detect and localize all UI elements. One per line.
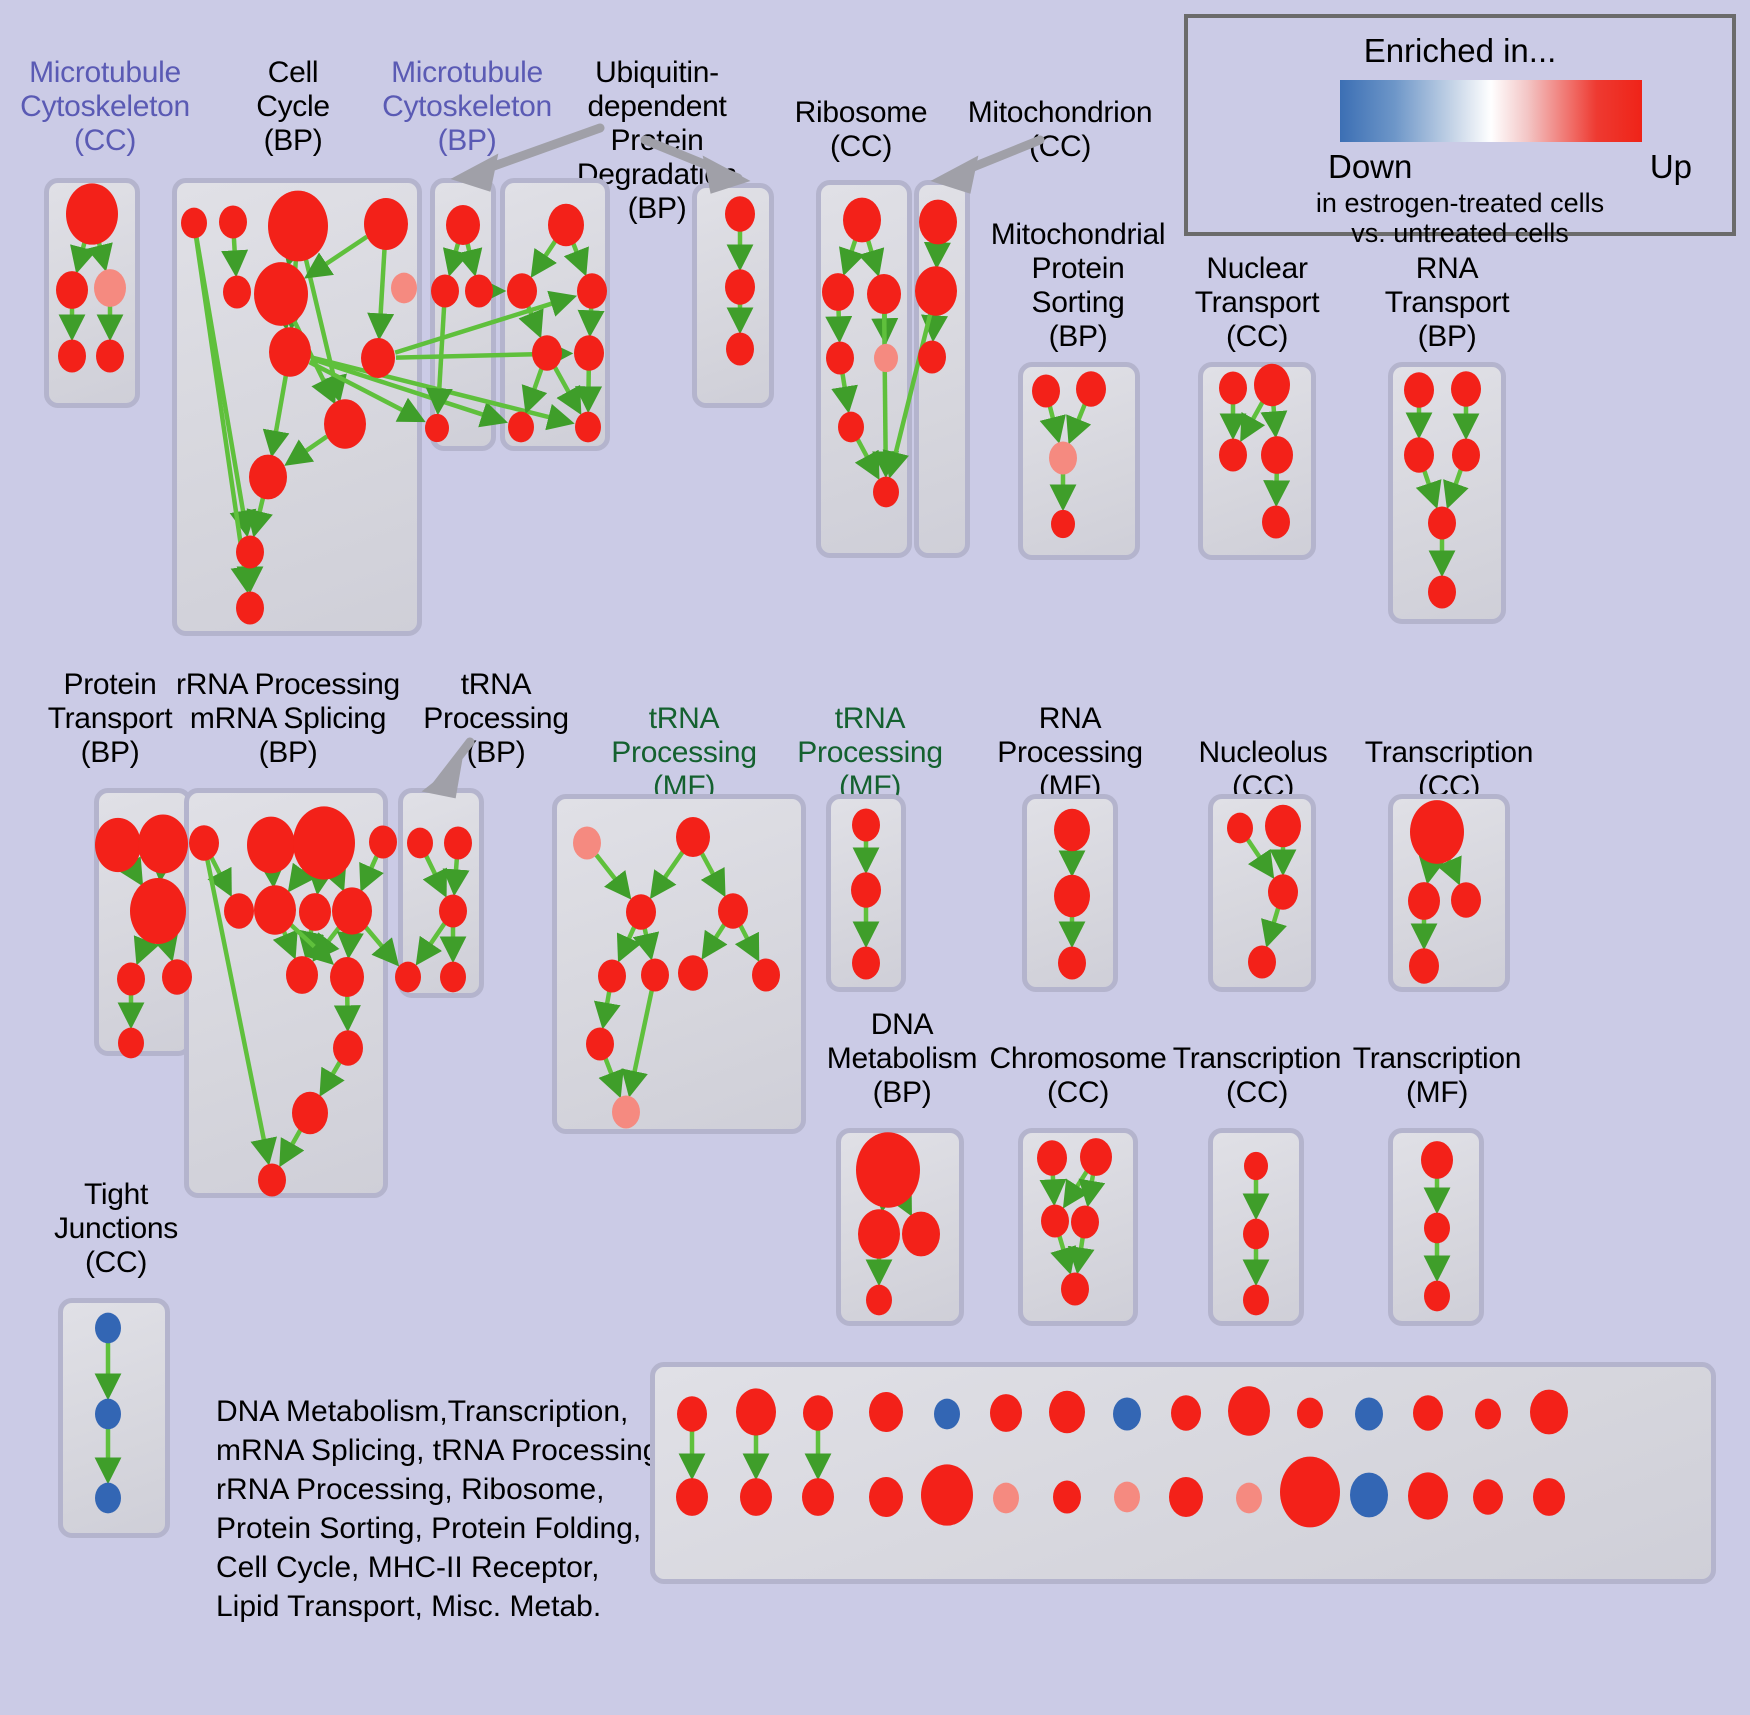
cluster-label-trna-processing-bp: tRNA Processing (BP) — [423, 668, 569, 769]
panel-transcription-mf[interactable] — [1388, 1128, 1484, 1326]
cluster-label-chromosome-cc: Chromosome (CC) — [989, 1042, 1167, 1109]
panel-dna-metabolism-bp[interactable] — [836, 1128, 964, 1326]
panel-trna-processing-mf-1[interactable] — [552, 794, 806, 1134]
cluster-label-rrna-mrna-bp: rRNA Processing mRNA Splicing (BP) — [176, 668, 400, 769]
cluster-label-rna-transport-bp: RNA Transport (BP) — [1384, 252, 1510, 353]
legend-color-gradient — [1340, 80, 1642, 142]
cluster-label-mitochondrial-protein-sorting-bp: Mitochondrial Protein Sorting (BP) — [990, 218, 1166, 353]
panel-mitochondrial-protein-sorting-bp[interactable] — [1018, 362, 1140, 560]
panel-cell-cycle-bp[interactable] — [172, 178, 422, 636]
panel-ribosome-cc[interactable] — [816, 180, 912, 558]
panel-nuclear-transport-cc[interactable] — [1198, 362, 1316, 560]
panel-chromosome-cc[interactable] — [1018, 1128, 1138, 1326]
cluster-label-nuclear-transport-cc: Nuclear Transport (CC) — [1194, 252, 1320, 353]
panel-trna-processing-mf-2[interactable] — [826, 794, 906, 992]
legend-title: Enriched in... — [1363, 32, 1557, 69]
misc-cluster-term-list: DNA Metabolism,Transcription, mRNA Splic… — [216, 1395, 668, 1623]
panel-tight-junctions-cc[interactable] — [58, 1298, 170, 1538]
cluster-label-protein-transport-bp: Protein Transport (BP) — [47, 668, 173, 769]
panel-transcription-cc-2[interactable] — [1208, 1128, 1304, 1326]
cluster-label-rna-processing-mf: RNA Processing (MF) — [997, 702, 1143, 803]
cluster-label-cell-cycle-bp: Cell Cycle (BP) — [256, 56, 330, 157]
cluster-label-dna-metabolism-bp: DNA Metabolism (BP) — [826, 1008, 978, 1109]
panel-nucleolus-cc[interactable] — [1208, 794, 1316, 992]
panel-ubiquitin-degradation-bp[interactable] — [500, 178, 610, 451]
legend-box: Enriched in... Down Up in estrogen-treat… — [1184, 14, 1736, 248]
cluster-label-microtubule-cytoskeleton-cc: Microtubule Cytoskeleton (CC) — [20, 56, 190, 157]
panel-microtubule-cytoskeleton-bp[interactable] — [430, 178, 496, 451]
cluster-label-trna-processing-mf-2: tRNA Processing (MF) — [797, 702, 943, 803]
legend-down-label: Down — [1328, 148, 1413, 185]
cluster-label-transcription-cc-1: Transcription (CC) — [1364, 736, 1534, 803]
panel-microtubule-cytoskeleton-cc[interactable] — [44, 178, 140, 408]
legend-up-label: Up — [1649, 148, 1692, 185]
panel-protein-transport-bp[interactable] — [94, 788, 192, 1056]
cluster-label-ribosome-cc: Ribosome (CC) — [794, 96, 928, 163]
cluster-label-mitochondrion-cc: Mitochondrion (CC) — [967, 96, 1153, 163]
panel-transcription-cc-1[interactable] — [1388, 794, 1510, 992]
cluster-label-trna-processing-mf-1: tRNA Processing (MF) — [611, 702, 757, 803]
panel-ubiquitin-degradation-bp-secondary[interactable] — [692, 183, 774, 408]
panel-rna-transport-bp[interactable] — [1388, 362, 1506, 624]
cluster-label-transcription-mf: Transcription (MF) — [1352, 1042, 1522, 1109]
cluster-label-tight-junctions-cc: Tight Junctions (CC) — [53, 1178, 179, 1279]
cluster-label-transcription-cc-2: Transcription (CC) — [1172, 1042, 1342, 1109]
cluster-label-microtubule-cytoskeleton-bp: Microtubule Cytoskeleton (BP) — [382, 56, 552, 157]
panel-misc-cluster[interactable] — [650, 1362, 1716, 1584]
panel-rrna-mrna-bp[interactable] — [184, 788, 388, 1198]
panel-mitochondrion-cc[interactable] — [914, 180, 970, 558]
legend-subtitle: in estrogen-treated cells vs. untreated … — [1315, 188, 1605, 248]
panel-trna-processing-bp[interactable] — [398, 788, 484, 998]
panel-rna-processing-mf[interactable] — [1022, 794, 1118, 992]
